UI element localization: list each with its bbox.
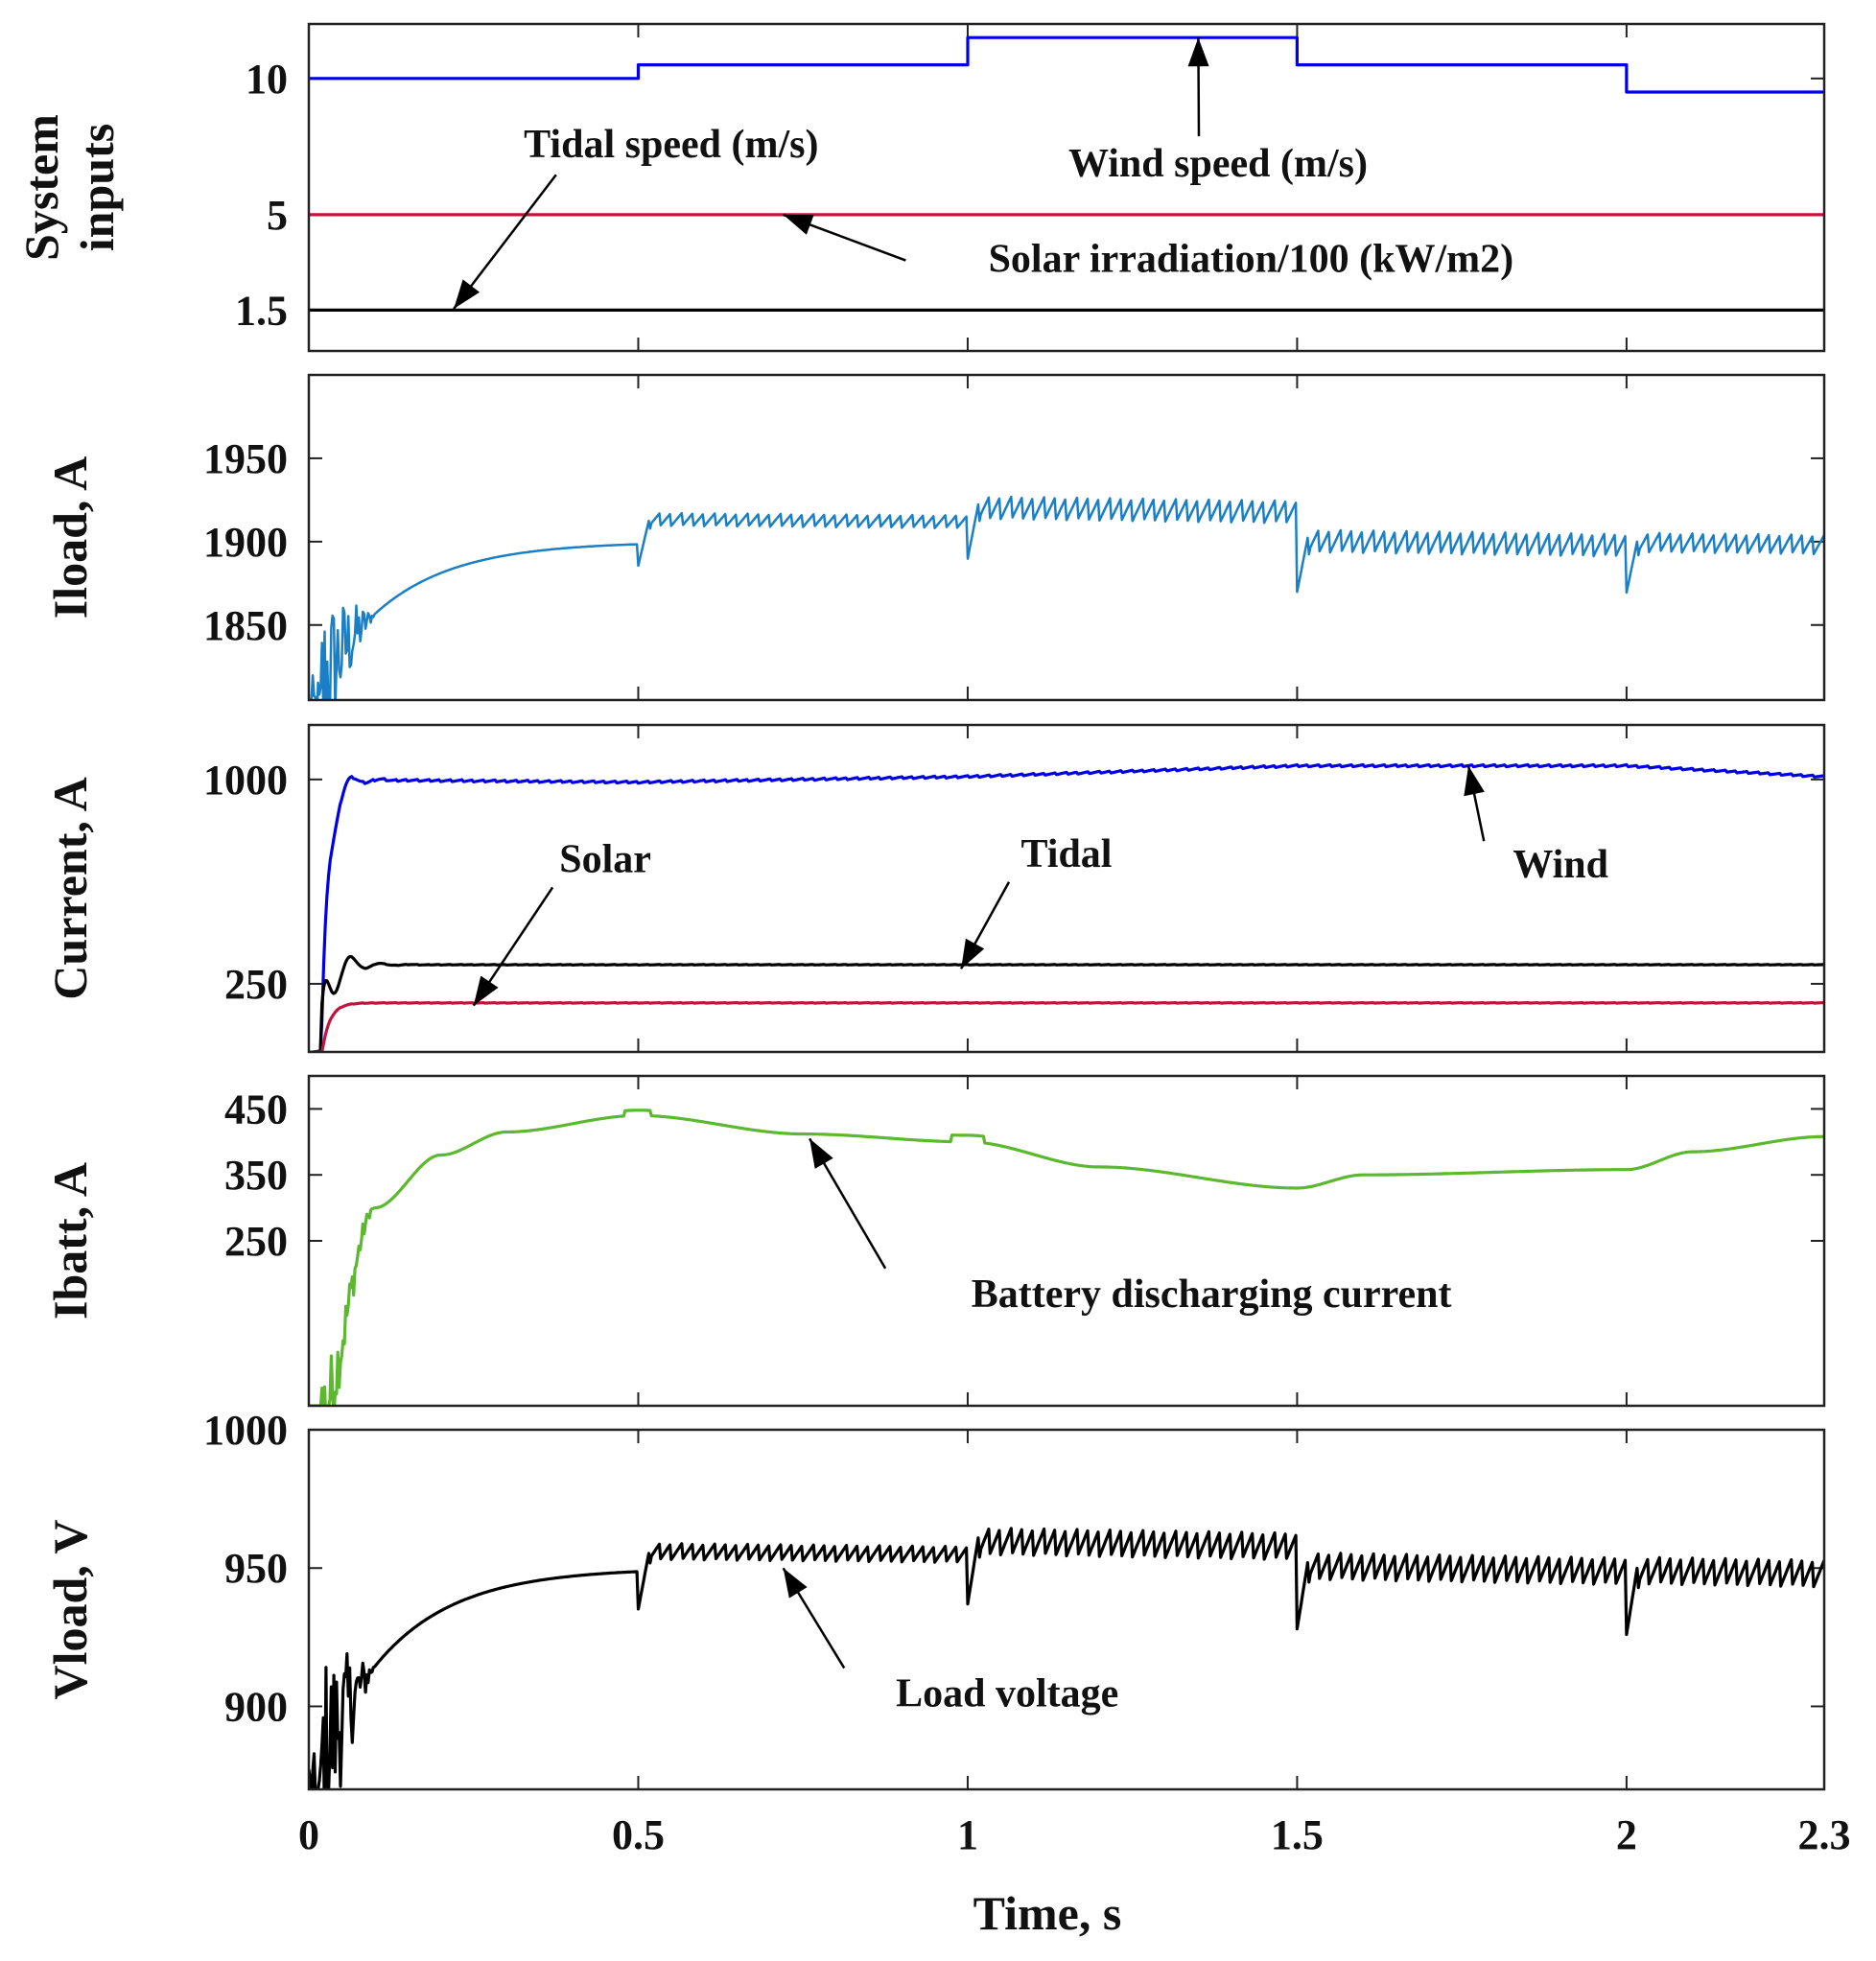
series-load-voltage (309, 1527, 1824, 1789)
ytick-label: 1000 (203, 757, 288, 804)
ytick-label: 450 (224, 1086, 288, 1132)
ytick-label: 1950 (203, 435, 288, 482)
annotation-label: Tidal (1021, 832, 1113, 876)
panel-current: 250 1000 Current, A Solar Tidal Wind (43, 723, 1826, 1054)
annotation-label: Wind (1513, 843, 1608, 887)
series-group (309, 35, 1824, 312)
xlabel: Time, s (973, 1886, 1122, 1940)
plot-frame (307, 1074, 1826, 1408)
series-solar (309, 1001, 1824, 1052)
annotation-label: Solar irradiation/100 (kW/m2) (989, 238, 1514, 282)
annotation-label: Battery discharging current (972, 1272, 1452, 1317)
plot-frame (307, 373, 1826, 702)
annotation-arrow-head (473, 975, 499, 1006)
ytick-label: 1000 (203, 1407, 288, 1454)
ytick-label: 10 (246, 56, 288, 103)
series-group (309, 1527, 1824, 1789)
plot-frame (307, 723, 1826, 1054)
series-wind (309, 762, 1824, 1052)
annotation-label: Load voltage (896, 1671, 1118, 1716)
ylabel: Ibatt, A (43, 1162, 97, 1319)
series-group (309, 495, 1824, 700)
xtick-label: 0.5 (612, 1811, 665, 1858)
panel-inputs: 1.5 5 10 System inputs Tidal speed (m/s) Wind … (14, 22, 1826, 353)
plot-frame (307, 1428, 1826, 1791)
ytick-label: 950 (224, 1545, 288, 1592)
xtick-label: 2 (1616, 1811, 1637, 1858)
xtick-label: 2.3 (1798, 1811, 1851, 1858)
panels-group: 1.5 5 10 System inputs Tidal speed (m/s) Wind … (14, 22, 1826, 1791)
series-battery-discharging-current (309, 1109, 1824, 1406)
annotation-arrow-head (783, 214, 814, 235)
series-group (309, 762, 1824, 1052)
annotation-arrow-head (454, 279, 481, 309)
x-axis: 0 0.5 1 1.5 2 2.3 Time, s (298, 1811, 1851, 1940)
annotation-arrow-head (1187, 37, 1209, 67)
xtick-label: 0 (298, 1811, 319, 1858)
ytick-label: 1900 (203, 519, 288, 566)
ylabel-line-1: System (14, 114, 68, 261)
ytick-label: 1.5 (235, 287, 288, 334)
annotation-arrow-head (961, 938, 985, 969)
panel-vload: 900 950 1000 Vload, V Load voltage (43, 1407, 1826, 1791)
annotation-label: Wind speed (m/s) (1068, 142, 1368, 186)
ytick-label: 1850 (203, 602, 288, 649)
xtick-label: 1.5 (1271, 1811, 1324, 1858)
panel-iload: 1850 1900 1950 Iload, A (43, 373, 1826, 702)
ytick-label: 900 (224, 1683, 288, 1730)
ylabel: Vload, V (43, 1519, 97, 1699)
xtick-label: 1 (957, 1811, 978, 1858)
annotation-arrow-head (1464, 765, 1485, 797)
ylabel-line-2: inputs (70, 124, 124, 251)
series-tidal (309, 954, 1824, 1052)
ytick-label: 250 (224, 1218, 288, 1265)
annotation-arrow-head (809, 1138, 833, 1169)
series-wind-speed-m-s- (309, 35, 1824, 94)
ytick-label: 250 (224, 961, 288, 1008)
ylabel: Current, A (43, 777, 97, 999)
annotation-label: Tidal speed (m/s) (524, 123, 818, 167)
ytick-label: 5 (267, 192, 288, 239)
series-group (309, 1109, 1824, 1406)
ytick-label: 350 (224, 1152, 288, 1199)
annotation-label: Solar (559, 837, 651, 881)
ylabel: Iload, A (43, 456, 97, 619)
annotation-arrow-head (783, 1568, 808, 1599)
series-iload (309, 495, 1824, 700)
panel-ibatt: 250 350 450 Ibatt, A Battery discharging cur… (43, 1074, 1826, 1408)
plot-frame (307, 22, 1826, 353)
